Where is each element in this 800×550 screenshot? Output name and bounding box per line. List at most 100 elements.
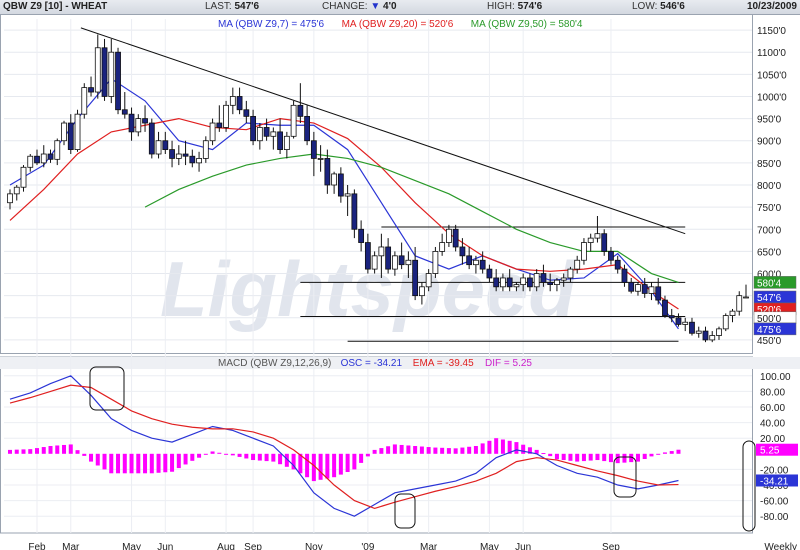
macd-histogram-bar (129, 453, 134, 474)
candle-body (486, 268, 493, 279)
price-tag-label: 475'6 (757, 325, 782, 336)
last-quote: LAST: 547'6 (205, 1, 260, 12)
macd-tick-label: -20.00 (760, 465, 789, 476)
ma-legend-item: MA (QBW Z9,50) = 580'4 (471, 19, 583, 30)
candle-body (398, 255, 405, 266)
macd-histogram-bar (588, 453, 593, 461)
macd-legend-bar (0, 357, 800, 369)
candle-body (371, 255, 378, 270)
time-tick-label: Sep (602, 542, 620, 550)
time-tick-label: Feb (28, 542, 46, 550)
macd-histogram-bar (602, 453, 607, 462)
candle-body (635, 284, 641, 292)
candle-body (608, 250, 614, 261)
macd-histogram-bar (608, 453, 613, 463)
macd-histogram-bar (635, 453, 640, 462)
macd-histogram-bar (622, 453, 627, 463)
macd-histogram-bar (426, 447, 431, 454)
macd-histogram-bar (453, 448, 458, 454)
price-tick-label: 1000'0 (757, 92, 787, 103)
price-tag-label: 520'6 (757, 305, 782, 316)
candle-body (466, 255, 473, 266)
candle-body (385, 246, 392, 270)
candle-body (162, 140, 169, 150)
macd-histogram-bar (507, 440, 512, 454)
macd-tick-label: -80.00 (760, 512, 789, 523)
candle-body (364, 242, 371, 270)
macd-line (9, 384, 679, 510)
macd-histogram-bar (521, 444, 526, 454)
macd-histogram-bar (75, 450, 80, 454)
candle-body (7, 193, 13, 204)
macd-tag (756, 443, 798, 456)
macd-tick-label: 100.00 (760, 372, 791, 383)
candle-body (243, 109, 250, 117)
macd-histogram-bar (271, 453, 276, 462)
time-tick-label: Nov (305, 542, 323, 550)
macd-histogram-bar (136, 453, 141, 474)
price-tick-label: 900'0 (757, 137, 782, 148)
macd-histogram-bar (581, 453, 586, 462)
candle-body (520, 277, 527, 285)
candle-body (236, 96, 243, 111)
candle-body (182, 153, 189, 157)
candle-body (54, 140, 61, 160)
candle-body (94, 47, 101, 93)
candle-body (554, 279, 560, 286)
candle-body (459, 246, 466, 257)
price-tick-label: 700'0 (757, 225, 782, 236)
macd-histogram-bar (487, 440, 492, 454)
macd-histogram-bar (224, 453, 229, 455)
candle-body (412, 259, 419, 297)
macd-histogram-bar (190, 453, 195, 461)
candle-body (702, 330, 709, 341)
candle-body (189, 155, 196, 164)
crossover-highlight (89, 366, 125, 411)
macd-legend-item: EMA = -39.45 (413, 358, 474, 369)
candle-body (202, 140, 209, 159)
candle-body (263, 127, 270, 137)
candle-body (621, 268, 628, 283)
macd-histogram-bar (217, 452, 222, 454)
candle-body (196, 158, 202, 164)
candle-body (20, 166, 27, 188)
candle-body (587, 237, 594, 243)
candle-body (34, 155, 40, 164)
candle-body (81, 87, 88, 115)
macd-histogram-bar (548, 453, 553, 457)
macd-histogram-bar (122, 453, 127, 474)
macd-histogram-bar (399, 444, 404, 454)
candle-body (567, 268, 574, 279)
macd-histogram-bar (561, 453, 566, 461)
candle-body (689, 321, 695, 334)
macd-histogram-bar (494, 438, 499, 454)
macd-histogram-bar (352, 453, 357, 470)
macd-histogram-bar (527, 447, 532, 454)
candle-body (614, 259, 621, 270)
macd-histogram-bar (305, 453, 310, 478)
x-axis-label: Weekly (764, 542, 797, 550)
price-tick-label: 450'0 (757, 336, 782, 347)
macd-histogram-bar (244, 453, 249, 459)
candle-body (344, 193, 351, 197)
candle-body (47, 153, 54, 160)
price-tag (753, 276, 797, 289)
candle-body (452, 228, 459, 248)
macd-histogram-bar (595, 453, 600, 461)
macd-histogram-bar (338, 453, 343, 475)
macd-histogram-bar (8, 449, 12, 454)
macd-histogram-bar (318, 453, 323, 480)
candle-body (128, 113, 135, 133)
macd-histogram-bar (237, 453, 242, 457)
price-tick-label: 1100'0 (757, 48, 786, 59)
chart-area[interactable]: Lightspeed 1150'01100'01050'01000'0950'0… (0, 14, 800, 550)
macd-histogram-bar (156, 453, 161, 473)
symbol-title: QBW Z9 [10] - WHEAT (3, 1, 108, 12)
quote-header: QBW Z9 [10] - WHEAT LAST: 547'6 CHANGE: … (0, 0, 800, 15)
candle-body (533, 273, 540, 288)
macd-histogram-bar (170, 453, 175, 472)
moving-average-line (144, 153, 679, 283)
candle-body (506, 277, 513, 288)
crossover-highlight (613, 456, 637, 498)
candle-body (108, 51, 115, 97)
